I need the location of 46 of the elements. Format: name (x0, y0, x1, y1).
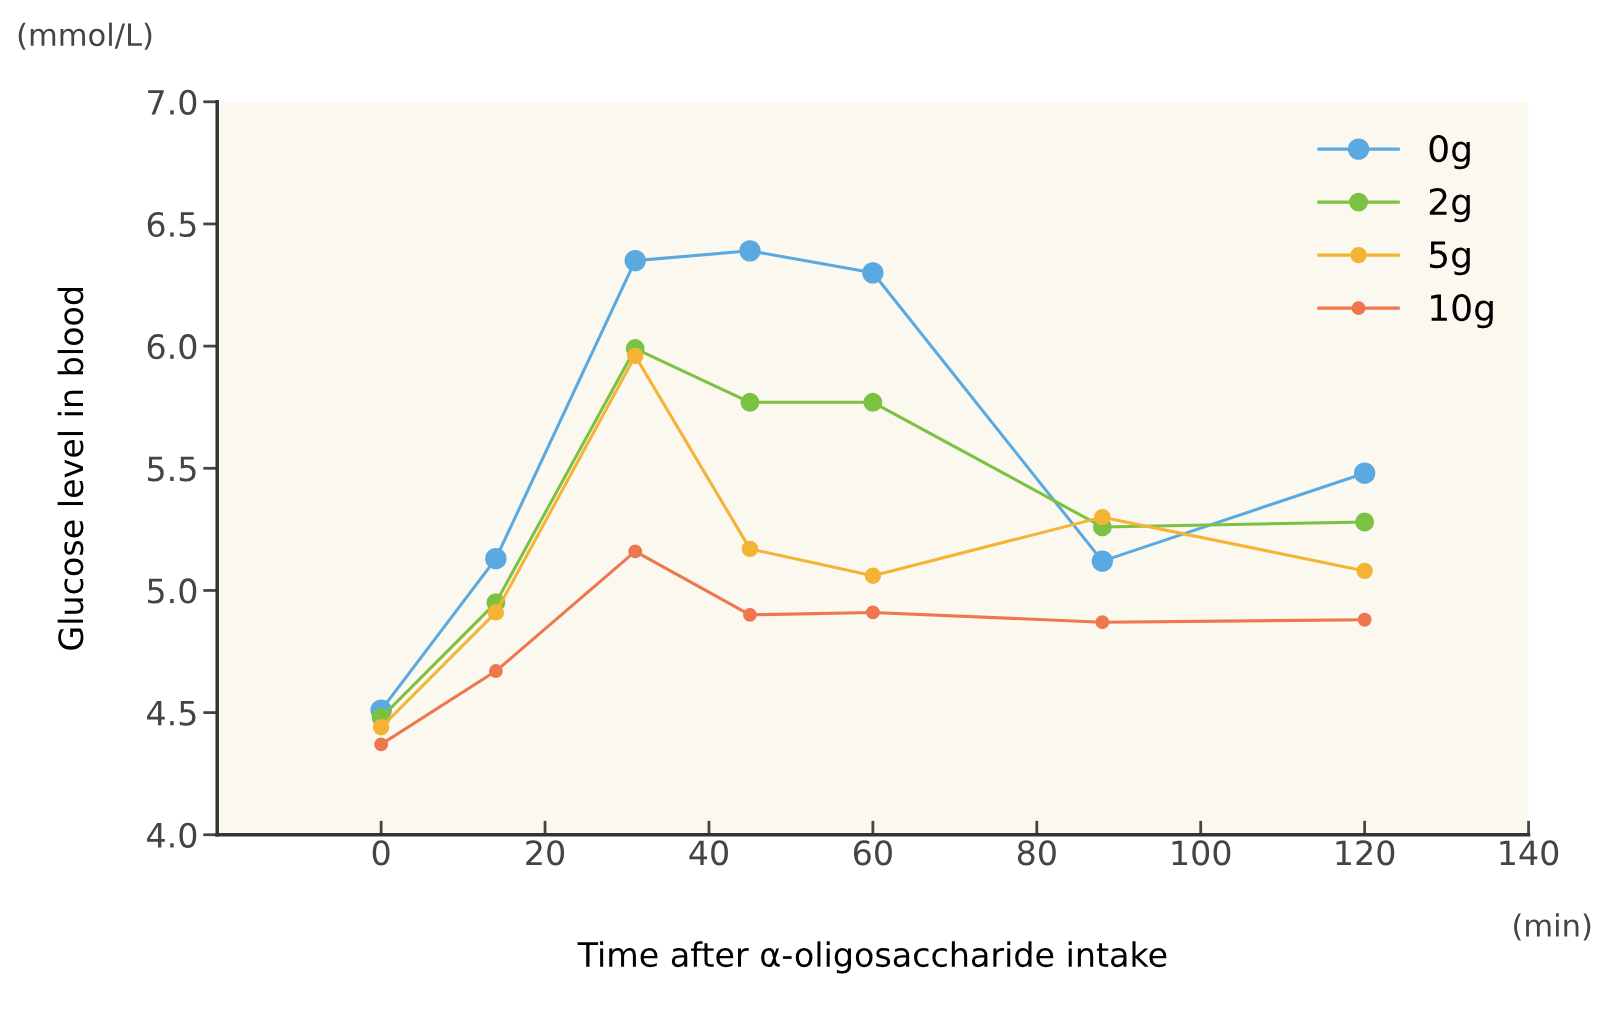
x-tick-label: 100 (1172, 840, 1231, 866)
legend-label: 2g (1429, 187, 1470, 223)
legend-label: 5g (1429, 241, 1470, 276)
y-axis-title: Glucose level in blood (57, 288, 84, 650)
point (488, 664, 503, 679)
point (742, 607, 757, 622)
y-tick-label: 4.5 (147, 700, 196, 726)
x-tick-label: 20 (526, 840, 565, 866)
point (739, 240, 761, 262)
point (627, 347, 644, 365)
y-tick-label: 7.0 (148, 89, 197, 115)
point (1091, 550, 1114, 572)
point (862, 262, 884, 284)
point (487, 604, 505, 621)
x-tick-label: 120 (1336, 840, 1395, 866)
y-tick-label: 6.0 (147, 334, 197, 360)
point (865, 605, 880, 620)
point (1095, 615, 1110, 630)
point (863, 392, 883, 412)
y-tick-label: 5.0 (148, 578, 197, 604)
point (624, 249, 646, 272)
point (372, 719, 390, 736)
point (740, 392, 760, 412)
legend-label: 10g (1431, 293, 1493, 329)
point (1356, 562, 1373, 580)
x-axis-title: Time after α-oligosaccharide intake (577, 941, 1167, 974)
point (1355, 512, 1375, 532)
y-tick-label: 5.5 (148, 456, 196, 482)
y-tick-label: 4.0 (147, 822, 197, 848)
point (485, 547, 507, 570)
y-tick-label: 6.5 (147, 211, 196, 238)
point (864, 567, 882, 584)
point (628, 544, 643, 559)
x-tick-label: 80 (1017, 840, 1056, 866)
x-tick-label: 140 (1500, 840, 1559, 866)
text: (mmol/L) (18, 22, 152, 50)
x-tick-label: 40 (689, 840, 728, 866)
text: (min) (1514, 913, 1591, 941)
x-tick-label: 0 (372, 840, 390, 866)
point (374, 737, 389, 752)
point (741, 540, 759, 558)
x-tick-label: 60 (854, 840, 892, 866)
point (1357, 612, 1372, 627)
legend-label: 0g (1429, 134, 1470, 170)
point (1353, 462, 1376, 484)
point (1094, 508, 1111, 526)
